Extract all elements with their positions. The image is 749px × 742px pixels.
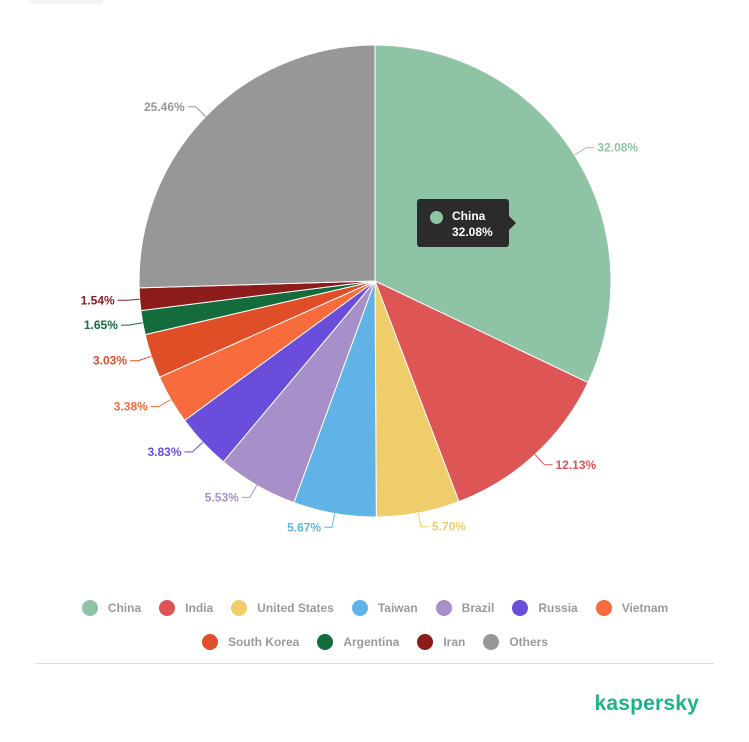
leader-line-taiwan [324, 513, 335, 528]
data-label-china: 32.08% [597, 141, 638, 155]
data-label-india: 12.13% [556, 458, 597, 472]
legend-marker [81, 599, 98, 616]
legend-item-united-states[interactable]: United States [231, 598, 334, 617]
legend-label: China [107, 600, 142, 615]
pie-chart: 32.08% 12.13% 5.70% 5.67% 5.53% 3.83% 3.38% 3.0… [81, 44, 639, 534]
legend-marker [417, 633, 434, 650]
legend-item-brazil[interactable]: Brazil [435, 598, 495, 617]
legend-marker [483, 633, 500, 650]
legend-marker [231, 599, 248, 616]
chart-legend: China India United States Taiwan Brazil Russi… [30, 598, 720, 651]
tooltip-series-value: 32.08% [452, 225, 493, 239]
legend-item-argentina[interactable]: Argentina [317, 632, 399, 651]
leader-line-vietnam [150, 399, 172, 407]
legend-label: South Korea [227, 634, 300, 649]
legend-label: Taiwan [377, 600, 418, 615]
data-label-south-korea: 3.03% [93, 354, 127, 368]
top-decoration [26, 0, 106, 4]
tooltip-color-dot [430, 211, 443, 224]
legend-label: Brazil [461, 600, 495, 615]
data-label-united-states: 5.70% [432, 520, 466, 534]
data-label-vietnam: 3.38% [114, 400, 148, 414]
data-label-brazil: 5.53% [205, 490, 239, 504]
legend-marker [351, 599, 368, 616]
slices-layer [138, 44, 612, 518]
legend-label: Argentina [343, 634, 400, 649]
legend-item-india[interactable]: India [159, 598, 213, 617]
legend-item-south-korea[interactable]: South Korea [201, 632, 300, 651]
chart-tooltip: China 32.08% [417, 199, 516, 247]
pie-slice-others[interactable] [138, 44, 376, 289]
leader-line-south-korea [130, 355, 152, 362]
data-label-argentina: 1.65% [84, 318, 118, 332]
legend-label: India [185, 600, 214, 615]
legend-label: Others [509, 634, 549, 649]
tooltip-arrow [509, 216, 516, 230]
legend-marker [159, 599, 176, 616]
data-labels-layer: 32.08% 12.13% 5.70% 5.67% 5.53% 3.83% 3.38% 3.0… [81, 100, 639, 534]
legend-marker [595, 599, 612, 616]
legend-item-iran[interactable]: Iran [417, 632, 465, 651]
leader-line-iran [117, 298, 140, 301]
leader-line-china [574, 147, 595, 156]
legend-marker [317, 633, 334, 650]
data-label-iran: 1.54% [81, 293, 115, 307]
leader-line-united-states [417, 512, 429, 528]
kaspersky-logo: kaspersky [594, 692, 699, 715]
leader-line-argentina [120, 322, 143, 326]
legend-marker [201, 633, 218, 650]
leader-line-russia [184, 441, 204, 453]
leader-line-others [187, 106, 207, 117]
legend-label: United States [257, 600, 334, 615]
legend-item-russia[interactable]: Russia [512, 598, 578, 617]
legend-item-taiwan[interactable]: Taiwan [351, 598, 418, 617]
tooltip-series-name: China [452, 209, 486, 223]
data-label-russia: 3.83% [147, 445, 181, 459]
leader-line-brazil [241, 485, 258, 498]
pie-chart-svg: 32.08% 12.13% 5.70% 5.67% 5.53% 3.83% 3.38% 3.0… [81, 44, 639, 534]
legend-item-vietnam[interactable]: Vietnam [595, 598, 669, 617]
divider [35, 663, 714, 664]
legend-item-others[interactable]: Others [483, 632, 548, 651]
pie-slice-india[interactable] [374, 280, 589, 503]
data-label-others: 25.46% [144, 100, 185, 114]
leader-line-india [534, 454, 553, 466]
legend-label: Russia [538, 600, 578, 615]
legend-marker [512, 599, 529, 616]
legend-marker [435, 599, 452, 616]
legend-item-china[interactable]: China [81, 598, 142, 617]
legend-label: Iran [443, 634, 466, 649]
leader-lines-layer [117, 106, 595, 528]
legend-label: Vietnam [621, 600, 669, 615]
data-label-taiwan: 5.67% [287, 520, 321, 534]
